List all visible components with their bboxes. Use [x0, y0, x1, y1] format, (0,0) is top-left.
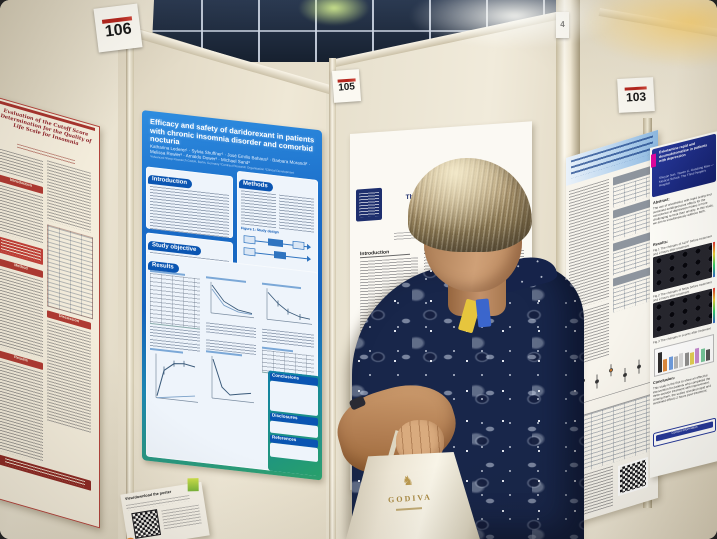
poster-blue-daridorexant: Efficacy and safety of daridorexant in p… [142, 110, 322, 481]
godiva-bag: ♞ GODIVA [346, 452, 480, 539]
results-line-chart-4 [211, 355, 254, 404]
conclusions-zone: Conclusions Disclosures References [268, 370, 320, 477]
qr-code [131, 509, 162, 539]
fig1-colorbar [713, 241, 715, 278]
board-label-104-edge: 4 [556, 12, 569, 38]
godiva-brand: GODIVA [387, 492, 433, 505]
text-lines [150, 185, 229, 239]
lanyard-blue [475, 298, 492, 328]
results-table [150, 272, 200, 330]
board-label-105: 105 [331, 69, 362, 103]
board-label-103: 103 [617, 77, 655, 113]
board-label-106: 106 [93, 3, 143, 53]
red-data-table [47, 224, 93, 320]
text-lines [0, 268, 43, 360]
institution-logo [356, 187, 382, 222]
board-frame-left [126, 20, 134, 539]
text-lines [241, 190, 276, 229]
fig2-colorbar [713, 287, 715, 324]
text-lines [47, 160, 91, 233]
section-methods: Methods Figure 1: Study design [237, 170, 318, 279]
board-frame-105-left [329, 58, 336, 539]
section-results: Results [146, 252, 318, 477]
text-lines [47, 320, 91, 433]
board-number: 103 [625, 89, 647, 105]
board-number: 4 [560, 20, 565, 29]
text-lines [0, 184, 43, 246]
godiva-subtext-bar [395, 507, 423, 511]
text-lines [0, 360, 43, 464]
board-number: 105 [337, 81, 356, 94]
godiva-crest-icon: ♞ [401, 472, 415, 489]
section-introduction: Introduction [360, 247, 410, 259]
text-lines [206, 322, 256, 338]
text-lines [161, 504, 202, 531]
magenta-accent [651, 153, 656, 168]
text-lines [279, 194, 314, 233]
results-line-chart-2 [266, 288, 312, 325]
section-introduction: Introduction [146, 166, 233, 239]
poster-esketamine-depression: Esketamine rapid and dexmedetomidine in … [650, 131, 717, 478]
poster-red-insomnia-cutoff: Evaluation of the Cutoff Score Determina… [0, 96, 100, 529]
results-line-chart-3 [155, 353, 198, 403]
results-line-chart-1 [210, 281, 254, 319]
red-footer-bar [0, 454, 91, 491]
dense-qr-code [618, 456, 648, 497]
conclusions-text [270, 380, 318, 417]
board-number: 106 [103, 19, 133, 41]
study-design-diagram [243, 235, 311, 262]
